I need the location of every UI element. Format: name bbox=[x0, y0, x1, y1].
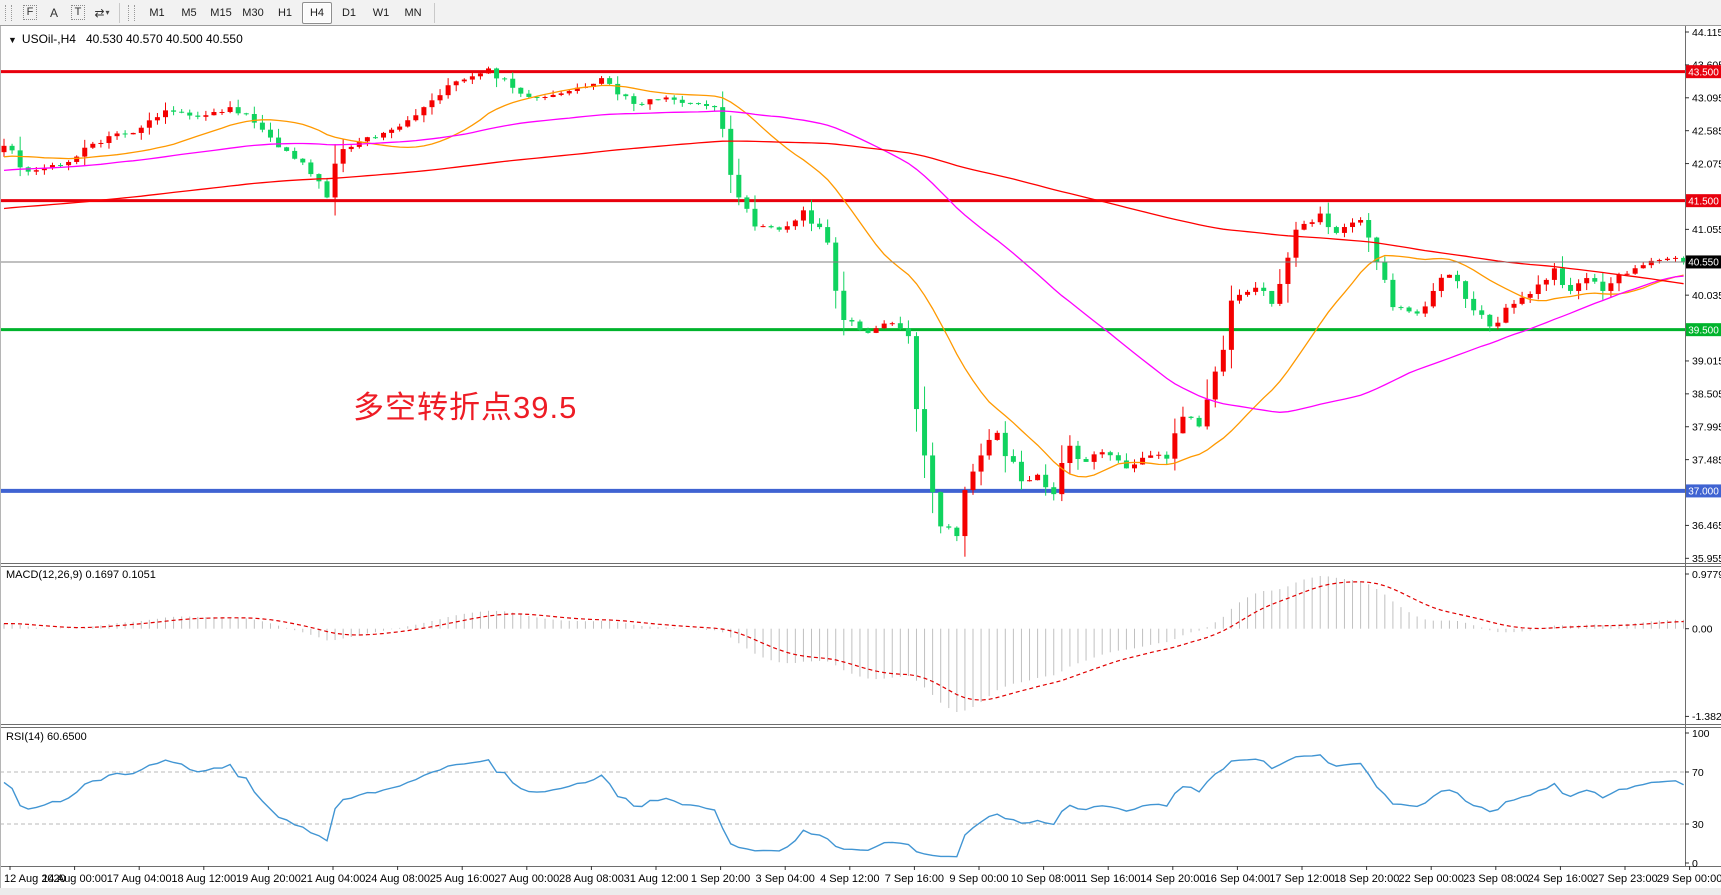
svg-text:4 Sep 12:00: 4 Sep 12:00 bbox=[820, 873, 879, 885]
label-t-glyph: T bbox=[70, 5, 86, 20]
chart-window[interactable]: 44.11543.60543.09542.58542.07541.05540.0… bbox=[0, 26, 1721, 895]
svg-text:0.00: 0.00 bbox=[1692, 623, 1713, 635]
rsi-level-lines bbox=[0, 771, 1685, 825]
macd-histogram[interactable] bbox=[3, 576, 1685, 712]
svg-text:42.075: 42.075 bbox=[1692, 158, 1721, 170]
toolbar-separator bbox=[119, 2, 120, 23]
top-toolbar: F A T ⇄ ▾ M1 M5 M15 M30 H1 H4 D1 W1 MN bbox=[0, 0, 1721, 26]
svg-text:7 Sep 16:00: 7 Sep 16:00 bbox=[885, 873, 944, 885]
svg-text:22 Sep 00:00: 22 Sep 00:00 bbox=[1398, 873, 1463, 885]
font-f-icon[interactable]: F bbox=[18, 3, 42, 23]
svg-text:100: 100 bbox=[1692, 728, 1710, 740]
svg-text:29 Sep 00:00: 29 Sep 00:00 bbox=[1657, 873, 1721, 885]
svg-text:0: 0 bbox=[1692, 858, 1698, 870]
svg-text:37.485: 37.485 bbox=[1692, 454, 1721, 466]
svg-text:31 Aug 12:00: 31 Aug 12:00 bbox=[624, 873, 689, 885]
svg-text:18 Sep 20:00: 18 Sep 20:00 bbox=[1334, 873, 1399, 885]
label-t-icon[interactable]: T bbox=[66, 3, 90, 23]
svg-text:37.000: 37.000 bbox=[1688, 487, 1719, 498]
text-a-icon[interactable]: A bbox=[42, 3, 66, 23]
svg-text:24 Sep 16:00: 24 Sep 16:00 bbox=[1528, 873, 1593, 885]
timeframe-button-group: M1 M5 M15 M30 H1 H4 D1 W1 MN bbox=[141, 1, 429, 24]
font-f-glyph: F bbox=[22, 5, 38, 20]
timeframe-button-d1[interactable]: D1 bbox=[341, 6, 357, 19]
svg-text:0.9779: 0.9779 bbox=[1692, 569, 1721, 581]
svg-text:40.550: 40.550 bbox=[1688, 258, 1719, 269]
timeframe-button-m1[interactable]: M1 bbox=[149, 6, 165, 19]
svg-text:23 Sep 08:00: 23 Sep 08:00 bbox=[1463, 873, 1528, 885]
svg-text:21 Aug 04:00: 21 Aug 04:00 bbox=[301, 873, 366, 885]
svg-text:25 Aug 16:00: 25 Aug 16:00 bbox=[430, 873, 495, 885]
svg-text:28 Aug 08:00: 28 Aug 08:00 bbox=[559, 873, 624, 885]
svg-text:35.955: 35.955 bbox=[1692, 553, 1721, 565]
svg-text:37.995: 37.995 bbox=[1692, 422, 1721, 434]
svg-text:1 Sep 20:00: 1 Sep 20:00 bbox=[691, 873, 750, 885]
svg-text:39.015: 39.015 bbox=[1692, 356, 1721, 368]
panel-borders bbox=[0, 26, 1721, 895]
svg-text:9 Sep 00:00: 9 Sep 00:00 bbox=[949, 873, 1008, 885]
svg-text:30: 30 bbox=[1692, 819, 1704, 831]
svg-text:41.055: 41.055 bbox=[1692, 224, 1721, 236]
timeframe-button-mn[interactable]: MN bbox=[404, 6, 422, 19]
svg-text:41.500: 41.500 bbox=[1688, 196, 1719, 207]
svg-text:38.505: 38.505 bbox=[1692, 389, 1721, 401]
timeframe-button-h4[interactable]: H4 bbox=[302, 1, 332, 24]
timeframe-button-m5[interactable]: M5 bbox=[181, 6, 197, 19]
svg-text:27 Aug 00:00: 27 Aug 00:00 bbox=[494, 873, 559, 885]
svg-text:70: 70 bbox=[1692, 767, 1704, 779]
svg-text:19 Aug 20:00: 19 Aug 20:00 bbox=[236, 873, 301, 885]
svg-text:14 Aug 00:00: 14 Aug 00:00 bbox=[42, 873, 107, 885]
candlesticks[interactable] bbox=[1, 66, 1687, 557]
svg-text:36.465: 36.465 bbox=[1692, 520, 1721, 532]
svg-text:-1.382: -1.382 bbox=[1692, 711, 1721, 723]
timeframe-button-w1[interactable]: W1 bbox=[372, 6, 390, 19]
svg-text:39.500: 39.500 bbox=[1688, 325, 1719, 336]
svg-text:44.115: 44.115 bbox=[1692, 27, 1721, 39]
svg-text:40.035: 40.035 bbox=[1692, 290, 1721, 302]
price-axis[interactable]: 44.11543.60543.09542.58542.07541.05540.0… bbox=[1685, 27, 1721, 565]
text-a-glyph: A bbox=[49, 5, 58, 20]
svg-text:17 Aug 04:00: 17 Aug 04:00 bbox=[107, 873, 172, 885]
svg-text:3 Sep 04:00: 3 Sep 04:00 bbox=[756, 873, 815, 885]
rsi-panel[interactable] bbox=[3, 754, 1684, 858]
svg-text:17 Sep 12:00: 17 Sep 12:00 bbox=[1269, 873, 1334, 885]
macd-signal-line bbox=[4, 581, 1684, 701]
moving-average-lines bbox=[3, 84, 1684, 478]
timeframe-button-h1[interactable]: H1 bbox=[277, 6, 293, 19]
arrows-glyph: ⇄ bbox=[94, 5, 105, 20]
toolbar-separator-end bbox=[434, 2, 435, 23]
svg-text:14 Sep 20:00: 14 Sep 20:00 bbox=[1140, 873, 1205, 885]
timeframe-button-m15[interactable]: M15 bbox=[210, 6, 232, 19]
svg-text:11 Sep 16:00: 11 Sep 16:00 bbox=[1076, 873, 1141, 885]
toolbar-drag-handle[interactable] bbox=[5, 4, 12, 21]
macd-panel[interactable] bbox=[4, 581, 1684, 701]
svg-text:42.585: 42.585 bbox=[1692, 125, 1721, 137]
svg-text:24 Aug 08:00: 24 Aug 08:00 bbox=[365, 873, 430, 885]
svg-text:43.095: 43.095 bbox=[1692, 93, 1721, 105]
rsi-line bbox=[3, 754, 1684, 858]
svg-text:18 Aug 12:00: 18 Aug 12:00 bbox=[171, 873, 236, 885]
svg-text:16 Sep 04:00: 16 Sep 04:00 bbox=[1205, 873, 1270, 885]
arrows-icon[interactable]: ⇄ ▾ bbox=[90, 3, 114, 23]
svg-text:43.500: 43.500 bbox=[1688, 67, 1719, 78]
indicator-axis[interactable]: 0.9779 0.00 -1.382 100 70 30 0 bbox=[1685, 569, 1721, 870]
chart-canvas[interactable]: 44.11543.60543.09542.58542.07541.05540.0… bbox=[0, 26, 1721, 895]
svg-text:12 Aug 2020: 12 Aug 2020 bbox=[4, 873, 66, 885]
timeframe-button-m30[interactable]: M30 bbox=[242, 6, 264, 19]
svg-text:10 Sep 08:00: 10 Sep 08:00 bbox=[1011, 873, 1076, 885]
svg-text:27 Sep 23:00: 27 Sep 23:00 bbox=[1592, 873, 1657, 885]
timeframe-toolbar-drag-handle[interactable] bbox=[128, 4, 135, 21]
horizontal-level-lines bbox=[0, 70, 1685, 493]
chevron-down-icon[interactable]: ▾ bbox=[105, 8, 110, 17]
